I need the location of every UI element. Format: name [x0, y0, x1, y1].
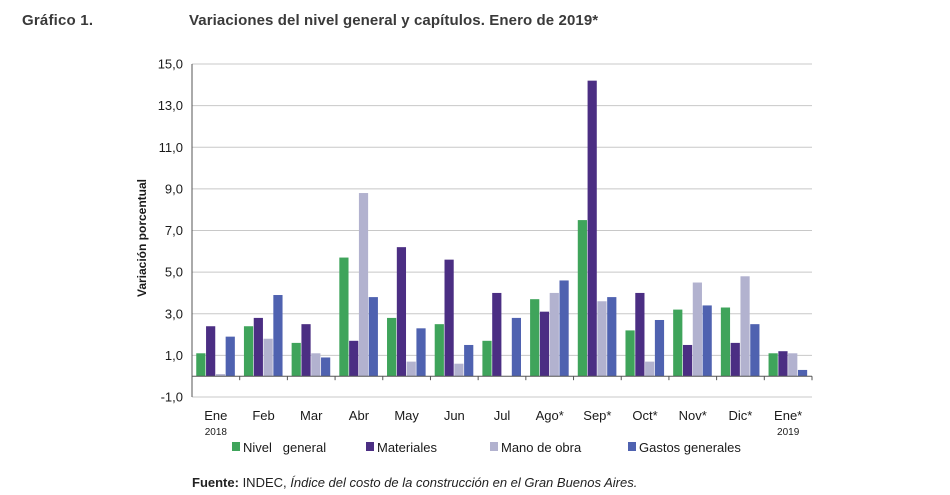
bar-gastos-generales — [559, 280, 569, 377]
y-tick-label: 7,0 — [165, 223, 183, 238]
bar-materiales — [730, 342, 740, 377]
bar-gastos-generales — [511, 317, 521, 377]
bars — [196, 80, 808, 377]
bar-materiales — [635, 292, 645, 377]
bar-nivel-general — [577, 220, 587, 377]
bar-nivel-general — [291, 342, 301, 377]
bar-materiales — [444, 259, 454, 377]
x-tick-sublabel: 2018 — [205, 427, 228, 438]
y-tick-label: 5,0 — [165, 265, 183, 280]
bar-gastos-generales — [464, 344, 474, 377]
bar-nivel-general — [434, 324, 444, 377]
bar-materiales — [539, 311, 550, 377]
bar-nivel-general — [673, 309, 683, 377]
bar-gastos-generales — [225, 336, 235, 377]
x-tick-labels: Ene 2018 Feb Mar Abr May Jun Jul Ago* Sep* Oct* Nov… — [204, 408, 802, 438]
bar-mano-de-obra — [740, 276, 750, 377]
bar-gastos-generales — [321, 357, 331, 377]
bar-mano-de-obra — [788, 353, 798, 377]
source-publication: Índice del costo de la construcción en e… — [290, 475, 638, 490]
y-tick-label: 15,0 — [158, 57, 183, 72]
bar-nivel-general — [625, 330, 635, 377]
chart-title: Variaciones del nivel general y capítulo… — [189, 12, 599, 29]
x-tick-label: Sep* — [583, 408, 611, 423]
x-tick-label: May — [394, 408, 419, 423]
y-tick-label: 9,0 — [165, 181, 183, 196]
x-tick-sublabel: 2019 — [777, 427, 800, 438]
source-note: Fuente: INDEC, Índice del costo de la co… — [192, 475, 637, 490]
bar-materiales — [253, 317, 263, 377]
bar-gastos-generales — [273, 295, 283, 377]
bar-nivel-general — [530, 299, 540, 377]
x-tick-label: Ago* — [536, 408, 564, 423]
bar-gastos-generales — [654, 319, 665, 377]
legend-label-materiales: Materiales — [377, 440, 437, 455]
y-tick-label: 3,0 — [165, 306, 183, 321]
x-tick-label: Jun — [444, 408, 465, 423]
legend-label-gastos-generales: Gastos generales — [639, 440, 741, 455]
axes — [191, 64, 813, 397]
x-tick-label: Abr — [349, 408, 370, 423]
bar-chart: -1,0 1,0 3,0 5,0 7,0 9,0 11,0 13,0 15,0 Ene 2018 F… — [135, 57, 813, 455]
legend-label-mano-de-obra: Mano de obra — [501, 440, 582, 455]
x-tick-label: Feb — [252, 408, 274, 423]
bar-materiales — [396, 247, 407, 377]
bar-materiales — [492, 292, 502, 377]
bar-mano-de-obra — [597, 301, 607, 377]
bar-gastos-generales — [797, 369, 808, 377]
x-tick-label: Mar — [300, 408, 323, 423]
y-tick-label: 11,0 — [159, 140, 183, 155]
bar-nivel-general — [339, 257, 349, 377]
source-label: Fuente: — [192, 475, 239, 490]
bar-mano-de-obra — [406, 361, 416, 377]
x-tick-label: Dic* — [729, 408, 753, 423]
bar-mano-de-obra — [358, 193, 369, 377]
bar-nivel-general — [387, 317, 397, 377]
bar-gastos-generales — [368, 297, 378, 377]
x-tick-label: Ene* — [774, 408, 802, 423]
y-tick-label: 1,0 — [165, 348, 183, 363]
bar-materiales — [301, 324, 311, 377]
y-tick-label: 13,0 — [158, 98, 183, 113]
bar-materiales — [682, 344, 693, 377]
bar-gastos-generales — [750, 324, 760, 377]
legend-label-nivel-general: Nivel general — [243, 440, 326, 455]
bar-gastos-generales — [416, 328, 426, 377]
x-tick-label: Nov* — [679, 408, 707, 423]
bar-materiales — [206, 326, 216, 377]
legend-swatch-mano-de-obra — [490, 442, 498, 451]
x-tick-label: Oct* — [632, 408, 657, 423]
bar-mano-de-obra — [645, 361, 655, 377]
x-tick-label: Jul — [494, 408, 511, 423]
bar-mano-de-obra — [311, 353, 321, 377]
bar-nivel-general — [482, 340, 492, 377]
y-tick-labels: -1,0 1,0 3,0 5,0 7,0 9,0 11,0 13,0 15,0 — [158, 57, 183, 405]
bar-nivel-general — [243, 326, 254, 377]
bar-mano-de-obra — [692, 282, 702, 377]
legend-swatch-materiales — [366, 442, 374, 451]
figure-label: Gráfico 1. — [22, 12, 94, 29]
bar-mano-de-obra — [549, 292, 559, 377]
bar-materiales — [349, 340, 359, 377]
legend: Nivel general Materiales Mano de obra Gasto… — [232, 440, 741, 455]
source-agency: INDEC, — [238, 475, 291, 490]
bar-nivel-general — [196, 353, 206, 377]
x-tick-label: Ene — [204, 408, 227, 423]
gridlines — [192, 63, 812, 398]
bar-nivel-general — [768, 353, 778, 377]
bar-mano-de-obra — [263, 338, 273, 377]
y-axis-label: Variación porcentual — [135, 179, 149, 297]
y-tick-label: -1,0 — [161, 390, 183, 405]
bar-mano-de-obra — [454, 363, 464, 377]
bar-materiales — [778, 351, 788, 377]
legend-swatch-gastos-generales — [628, 442, 636, 451]
bar-materiales — [587, 80, 597, 377]
legend-swatch-nivel-general — [232, 442, 240, 451]
bar-gastos-generales — [607, 297, 617, 377]
bar-nivel-general — [720, 307, 731, 377]
bar-mano-de-obra — [215, 374, 226, 377]
bar-gastos-generales — [702, 305, 712, 377]
